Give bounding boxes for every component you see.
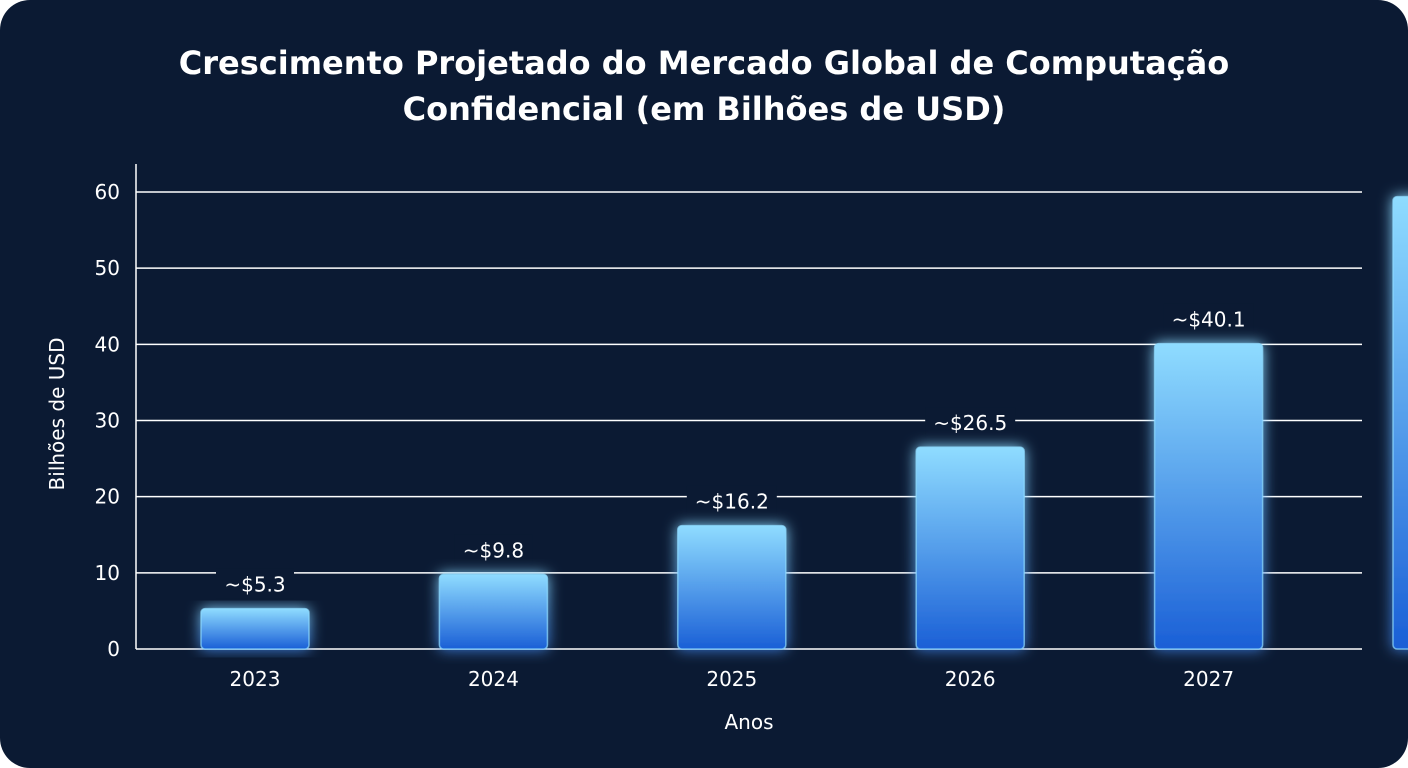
- y-tick-label: 30: [95, 409, 120, 433]
- value-label-backdrop: [686, 485, 777, 516]
- bar-2026: [915, 446, 1025, 650]
- labels: 0 10 20 30 40 50 60 ~$5.3 2023 ~$9.8 2024 ~$16.2 202…: [45, 180, 1246, 734]
- bar-2023: [200, 607, 310, 650]
- y-axis-title: Bilhões de USD: [45, 338, 69, 491]
- x-tick-label-2027: 2027: [1183, 667, 1234, 691]
- y-tick-label: 20: [95, 485, 120, 509]
- value-label-backdrop: [216, 568, 294, 599]
- bar-2027: [1153, 342, 1264, 650]
- y-tick-label: 60: [95, 180, 120, 204]
- value-label-backdrop: [1163, 303, 1254, 334]
- y-tick-label: 50: [95, 256, 120, 280]
- x-tick-label-2025: 2025: [706, 667, 757, 691]
- data-label-2025: ~$16.2: [695, 490, 769, 514]
- bars: [200, 156, 1408, 650]
- bar-2028: [1392, 195, 1408, 650]
- chart-title: Crescimento Projetado do Mercado Global …: [0, 40, 1408, 132]
- value-label-backdrop: [1402, 156, 1408, 187]
- bar-2025: [677, 524, 787, 650]
- y-tick-label: 40: [95, 332, 120, 356]
- bar-2024: [438, 573, 549, 650]
- x-tick-label-2024: 2024: [468, 667, 519, 691]
- data-label-2026: ~$26.5: [933, 411, 1007, 435]
- x-tick-label-2026: 2026: [945, 667, 996, 691]
- y-tick-label: 10: [95, 561, 120, 585]
- data-label-2027: ~$40.1: [1172, 308, 1246, 332]
- data-label-2024: ~$9.8: [463, 538, 524, 562]
- x-tick-label-2023: 2023: [230, 667, 281, 691]
- value-label-backdrop: [925, 407, 1016, 438]
- data-label-2023: ~$5.3: [224, 573, 285, 597]
- chart-title-line-2: Confidencial (em Bilhões de USD): [402, 90, 1006, 128]
- chart-title-line-1: Crescimento Projetado do Mercado Global …: [178, 44, 1230, 82]
- x-axis-title: Anos: [724, 710, 773, 734]
- y-tick-label: 0: [107, 637, 120, 661]
- value-label-backdrop: [454, 534, 533, 565]
